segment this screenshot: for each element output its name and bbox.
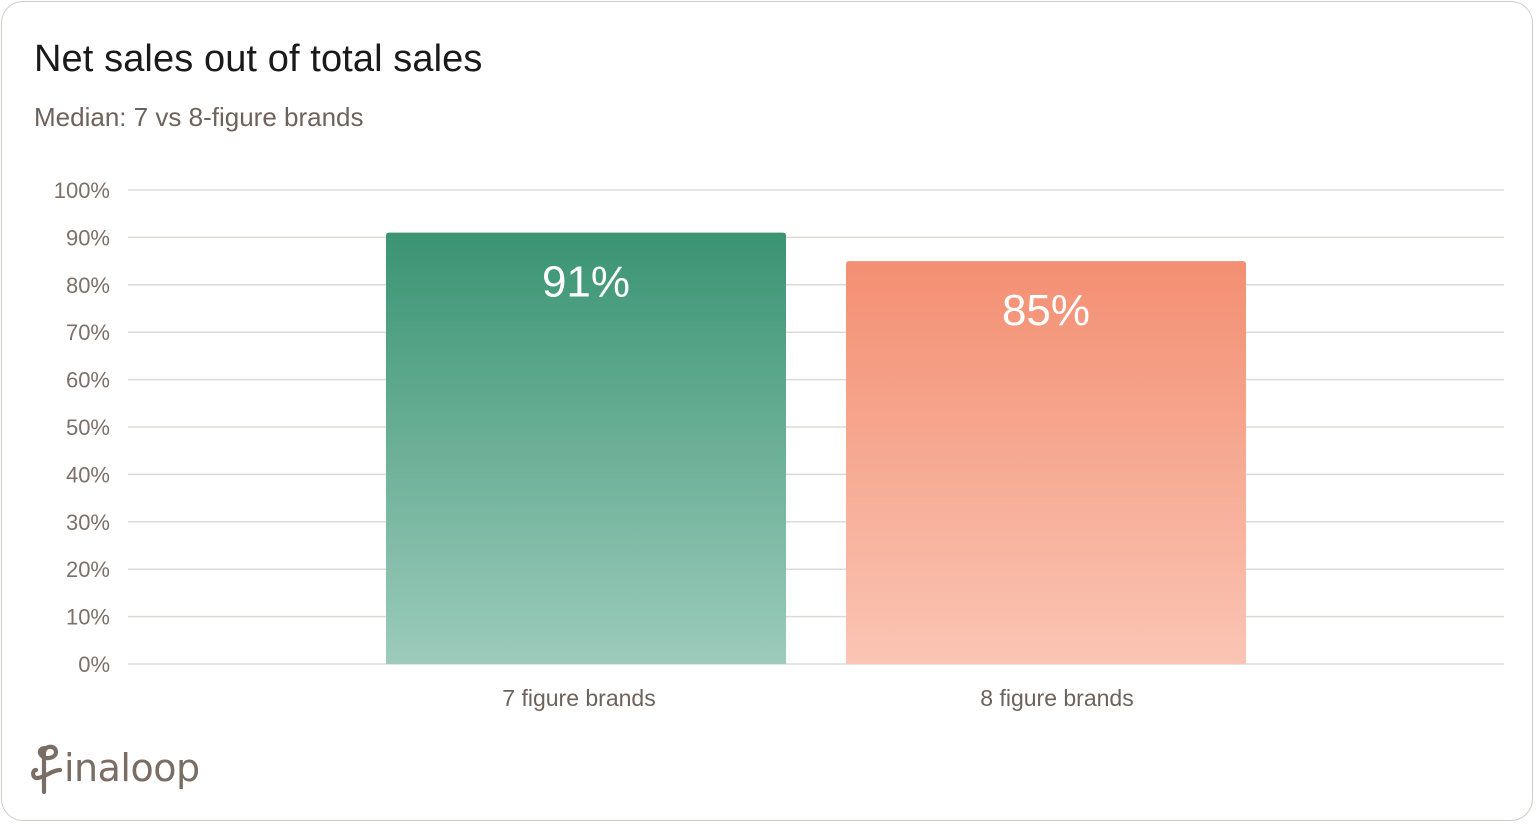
y-axis: 0% 10% 20% 30% 40% 50% 60% 70% 80% 90% 100% [54, 178, 110, 677]
logo-text: inaloop [64, 746, 200, 790]
bar-1 [386, 232, 786, 664]
grid-lines [128, 189, 1504, 665]
finaloop-logo: inaloop [30, 740, 200, 796]
data-labels: 91% 85% [542, 258, 1090, 335]
y-tick-label: 40% [66, 462, 110, 487]
y-tick-label: 90% [66, 225, 110, 250]
y-tick-label: 60% [66, 368, 110, 393]
y-tick-label: 30% [66, 510, 110, 535]
y-tick-label: 50% [66, 415, 110, 440]
y-tick-label: 80% [66, 273, 110, 298]
y-tick-label: 10% [66, 605, 110, 630]
y-tick-label: 100% [54, 178, 110, 203]
y-tick-label: 20% [66, 557, 110, 582]
bar-2 [846, 261, 1246, 664]
x-category-label: 8 figure brands [980, 685, 1133, 711]
y-tick-label: 70% [66, 320, 110, 345]
y-tick-label: 0% [78, 652, 110, 677]
bar-value-label: 85% [1002, 286, 1090, 335]
finaloop-logo-icon [31, 744, 63, 795]
chart-subtitle: Median: 7 vs 8-figure brands [34, 102, 364, 132]
x-category-label: 7 figure brands [502, 685, 655, 711]
bars [386, 232, 1246, 664]
x-axis: 7 figure brands 8 figure brands [502, 685, 1133, 711]
bar-value-label: 91% [542, 258, 630, 307]
chart-title: Net sales out of total sales [34, 38, 483, 80]
